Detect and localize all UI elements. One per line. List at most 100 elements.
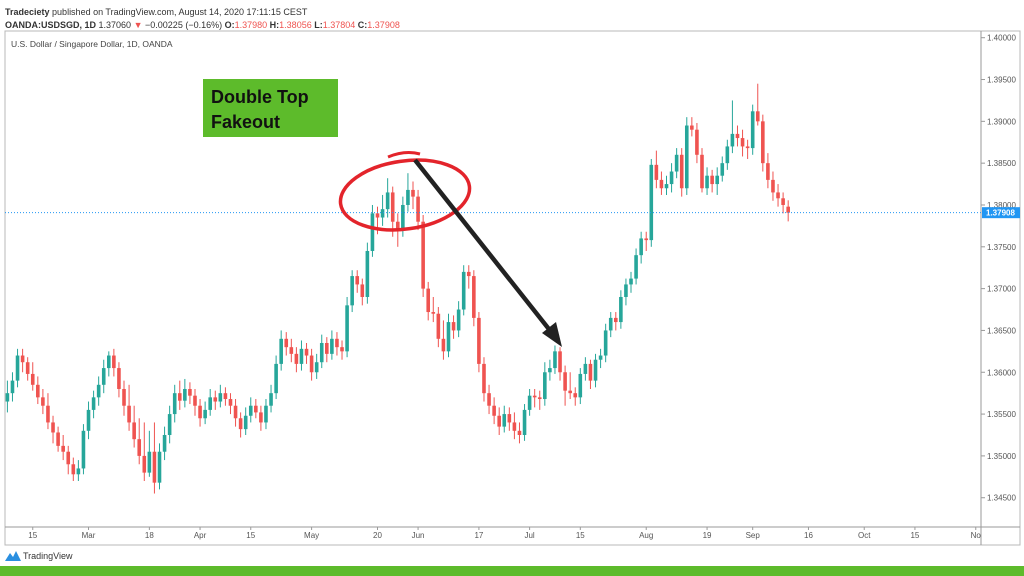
candle-body [314,362,319,373]
arrow-shaft [413,158,554,335]
candle-body [629,278,633,285]
candle [771,171,775,201]
candle [563,365,567,406]
candle [188,382,192,405]
candle [705,167,709,195]
candle [101,359,106,394]
candle [137,418,142,465]
candle-body [593,359,598,381]
low-value: 1.37804 [322,20,356,30]
author-name: Tradeciety [5,7,50,17]
candle-body [15,355,20,381]
candle [502,405,507,433]
candle [208,388,212,416]
candle [725,139,730,170]
tradingview-logo-icon [5,551,21,561]
price-tick-label: 1.39500 [987,76,1016,85]
footer-bar [0,566,1024,576]
candle [157,443,162,490]
candle-body [695,129,699,155]
candle-body [56,432,60,446]
candle-body [112,355,116,369]
candle-body [507,414,512,423]
candle-body [122,388,126,406]
candle [441,320,446,360]
candle [355,270,360,293]
candle [91,390,96,419]
candle-body [568,390,572,394]
time-tick-label: 16 [804,531,813,540]
candle [472,270,476,327]
candle-body [735,133,740,139]
candle [466,265,471,289]
candle-body [142,455,147,473]
candle [127,384,131,431]
candle-body [107,355,111,369]
candle [238,412,243,438]
candle-body [269,393,273,406]
candle [5,380,10,413]
candle-body [497,415,501,427]
candle [431,296,436,323]
candle [649,158,654,247]
current-price-label: 1.37908 [986,209,1015,218]
candle [421,215,425,297]
candle-body [537,397,542,400]
time-tick-label: Oct [858,531,871,540]
candle [710,169,714,193]
time-tick-label: May [304,531,319,540]
time-tick-label: Mar [82,531,96,540]
highlight-circle [338,158,472,232]
candle-body [309,355,314,373]
price-tick-label: 1.38500 [987,159,1016,168]
candle-body [654,164,659,180]
candle-body [532,395,537,398]
candle-body [619,296,623,323]
candle-body [705,175,709,189]
candle [325,337,329,363]
candle [537,390,542,410]
candle [512,412,517,440]
candle-body [649,164,654,241]
candle [10,372,15,402]
price-axis[interactable]: 1.40000 1.39500 1.39000 1.38500 1.38000 1.375… [981,34,1016,503]
candle-body [345,305,349,352]
candle-body [380,209,385,218]
annotation-box [203,79,338,137]
high-value: 1.38056 [279,20,312,30]
time-tick-label: 15 [910,531,919,540]
candle [167,405,172,444]
candle-body [183,388,187,401]
candle [603,323,608,363]
candle-body [147,451,152,473]
candle-body [750,111,755,149]
candle [482,357,486,402]
candle [715,167,719,195]
candle-body [228,399,233,406]
candle-body [461,271,466,310]
time-tick-label: 18 [145,531,154,540]
candle [517,422,522,444]
candle-body [401,204,405,231]
candle-body [157,451,162,483]
candle [218,384,223,408]
candle-body [71,464,76,475]
time-axis[interactable]: 15 Mar 18 Apr 15 May 20 Jun 17 Jul 15 Aug 19 Sep 16 Oct… [28,527,981,540]
candle-body [634,255,638,279]
candle [345,296,349,358]
candle [223,387,228,406]
candle-body [238,418,243,430]
close-label: C: [357,20,368,30]
candle-body [355,276,360,285]
tradingview-logo[interactable]: TradingView [5,550,73,561]
price-tick-label: 1.36000 [987,368,1016,377]
candle [360,278,365,306]
candle-body [588,363,593,381]
time-tick-label: Sep [746,531,761,540]
candle [15,348,20,388]
candle [233,399,238,427]
candle [497,407,501,435]
candle-body [543,372,547,400]
candle-body [395,221,400,231]
